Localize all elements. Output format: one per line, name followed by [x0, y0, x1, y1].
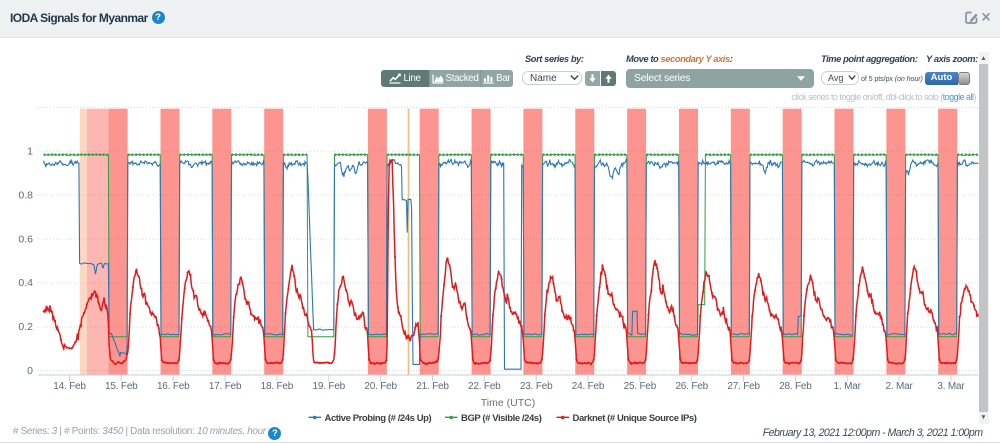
- svg-text:23. Feb: 23. Feb: [520, 381, 553, 392]
- svg-text:Darknet (# Unique Source IPs): Darknet (# Unique Source IPs): [573, 413, 697, 424]
- svg-text:0.2: 0.2: [18, 321, 33, 333]
- svg-text:27. Feb: 27. Feb: [727, 381, 760, 392]
- svg-text:18. Feb: 18. Feb: [261, 381, 294, 392]
- svg-text:BGP (# Visible /24s): BGP (# Visible /24s): [461, 413, 542, 424]
- svg-text:22. Feb: 22. Feb: [468, 381, 501, 392]
- svg-text:Time (UTC): Time (UTC): [481, 397, 535, 409]
- svg-text:14. Feb: 14. Feb: [53, 381, 86, 392]
- svg-text:0.8: 0.8: [18, 189, 33, 201]
- svg-text:24. Feb: 24. Feb: [572, 381, 605, 392]
- svg-text:0: 0: [27, 365, 33, 377]
- svg-text:20. Feb: 20. Feb: [364, 381, 397, 392]
- svg-text:25. Feb: 25. Feb: [624, 381, 657, 392]
- svg-text:Active Probing (# /24s Up): Active Probing (# /24s Up): [325, 413, 432, 424]
- svg-text:21. Feb: 21. Feb: [416, 381, 449, 392]
- svg-text:1: 1: [27, 146, 33, 158]
- svg-text:17. Feb: 17. Feb: [209, 381, 242, 392]
- svg-text:15. Feb: 15. Feb: [105, 381, 138, 392]
- svg-text:3. Mar: 3. Mar: [937, 381, 965, 392]
- svg-text:0.4: 0.4: [18, 277, 33, 289]
- svg-text:0.6: 0.6: [18, 233, 33, 245]
- svg-text:1. Mar: 1. Mar: [834, 381, 862, 392]
- svg-text:28. Feb: 28. Feb: [779, 381, 812, 392]
- svg-text:2. Mar: 2. Mar: [886, 381, 914, 392]
- svg-text:16. Feb: 16. Feb: [157, 381, 190, 392]
- svg-text:26. Feb: 26. Feb: [675, 381, 708, 392]
- svg-text:19. Feb: 19. Feb: [313, 381, 346, 392]
